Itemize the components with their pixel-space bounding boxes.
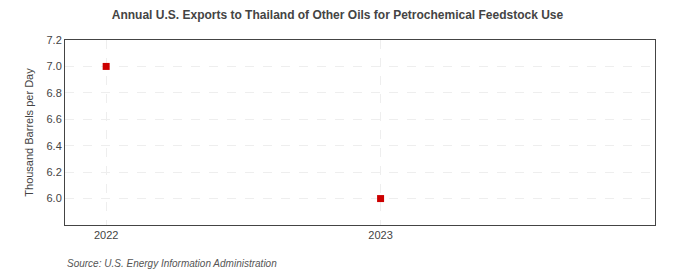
svg-text:6.8: 6.8: [47, 87, 62, 99]
svg-text:Source: U.S. Energy Informatio: Source: U.S. Energy Information Administ…: [67, 258, 277, 269]
svg-text:Thousand Barrels per Day: Thousand Barrels per Day: [23, 68, 35, 197]
svg-text:6.0: 6.0: [47, 192, 62, 204]
svg-text:6.6: 6.6: [47, 113, 62, 125]
svg-text:6.2: 6.2: [47, 166, 62, 178]
svg-text:Annual U.S. Exports to Thailan: Annual U.S. Exports to Thailand of Other…: [112, 8, 564, 22]
svg-text:7.2: 7.2: [47, 34, 62, 46]
svg-text:6.4: 6.4: [47, 140, 62, 152]
svg-text:2022: 2022: [94, 229, 118, 241]
svg-text:7.0: 7.0: [47, 60, 62, 72]
svg-text:2023: 2023: [368, 229, 392, 241]
